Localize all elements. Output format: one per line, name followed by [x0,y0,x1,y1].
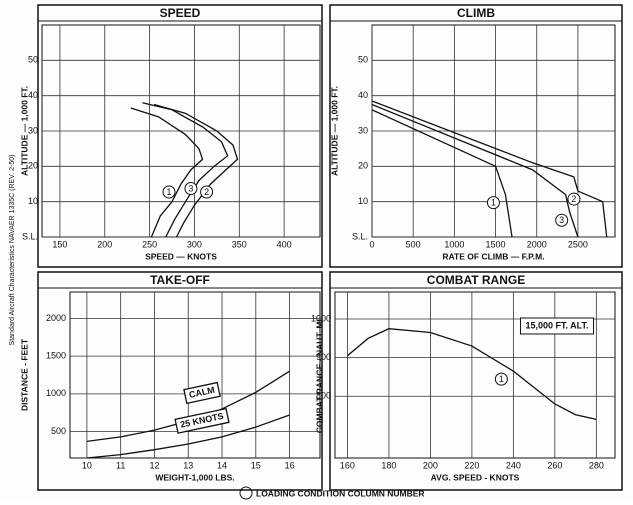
data-line [371,103,579,238]
x-axis-title: WEIGHT-1,000 LBS. [155,472,234,482]
y-tick-label: 900 [316,352,331,362]
y-tick-label: 20 [28,161,38,171]
x-tick-label: 0 [369,239,374,249]
series-tag-box [174,407,230,434]
x-tick-label: 280 [589,460,604,470]
series-tag: CALM [183,381,221,405]
x-tick-label: 2500 [568,239,588,249]
panel-frame [329,271,623,491]
x-tick-label: 16 [285,460,295,470]
x-tick-label: 260 [547,460,562,470]
series-marker [567,192,581,206]
chart-title: TAKE-OFF [150,273,210,287]
x-tick-label: 12 [149,460,159,470]
plot-area [69,291,321,459]
x-tick-label: 200 [97,239,112,249]
panel-frame [329,4,623,268]
data-line [371,100,608,238]
y-tick-label: 800 [316,391,331,401]
y-tick-label: 1000 [46,388,66,398]
x-tick-label: 220 [464,460,479,470]
x-tick-label: 14 [217,460,227,470]
x-tick-label: 10 [82,460,92,470]
legend-label: 3 [188,183,193,193]
plot-area [334,291,616,459]
y-tick-label: 40 [358,90,368,100]
y-tick-label: S.L. [22,231,38,241]
data-line [142,102,229,238]
y-tick-label: 1500 [46,351,66,361]
x-tick-label: 11 [116,460,125,470]
legend-label: 1 [499,374,504,384]
legend-label: 2 [204,187,209,197]
series-marker [555,213,569,227]
data-line [153,103,239,238]
y-tick-label: 10 [358,196,368,206]
legend-label: 1 [491,197,496,207]
chart-title: SPEED [160,6,201,20]
x-tick-label: 150 [52,239,67,249]
legend-label: 3 [559,215,564,225]
data-line [86,414,290,459]
side-note: Standard Aircraft Characteristics NAVAER… [9,155,16,346]
series-marker [184,181,198,195]
series-marker [494,372,508,386]
y-axis-title: ALTITUDE — 1,000 FT. [19,86,29,176]
x-tick-label: 1500 [486,239,506,249]
y-tick-label: 40 [28,90,38,100]
x-axis-title: RATE OF CLIMB — F.P.M. [442,251,544,261]
y-tick-label: 20 [358,161,368,171]
y-tick-label: 30 [28,125,38,135]
x-tick-label: 2000 [527,239,547,249]
y-axis-title: COMBAT RANGE - NAUT. MI. [314,317,324,433]
x-tick-label: 250 [142,239,157,249]
panel-frame [37,271,323,491]
legend-label: 1 [166,187,171,197]
series-tag-box [183,381,221,405]
x-tick-label: 300 [187,239,202,249]
y-tick-label: 30 [358,125,368,135]
y-tick-label: 500 [51,426,66,436]
x-tick-label: 240 [506,460,521,470]
x-tick-label: 1000 [444,239,464,249]
x-tick-label: 500 [406,239,421,249]
annotation-box [519,317,595,335]
x-tick-label: 350 [232,239,247,249]
x-tick-label: 400 [277,239,292,249]
series-tag: 25 KNOTS [174,407,230,434]
x-tick-label: 160 [340,460,355,470]
footer: LOADING CONDITION COLUMN NUMBER [256,488,425,498]
panel-frame [37,4,323,268]
y-tick-label: 50 [28,55,38,65]
annotation: 15,000 FT. ALT. [525,320,588,330]
data-line [347,328,597,421]
x-tick-label: 13 [183,460,193,470]
x-tick-label: 200 [423,460,438,470]
data-line [130,107,204,238]
data-line [371,109,513,238]
y-tick-label: 1000 [311,313,331,323]
x-tick-label: 180 [381,460,396,470]
series-marker [486,196,500,210]
annotation-group: 15,000 FT. ALT. [519,317,595,335]
series-marker [162,185,176,199]
chart-title: COMBAT RANGE [427,273,525,287]
x-tick-label: 15 [251,460,261,470]
y-axis-title: DISTANCE - FEET [19,338,29,411]
x-axis-title: AVG. SPEED - KNOTS [431,472,520,482]
chart-title: CLIMB [457,6,495,20]
series-marker [200,185,214,199]
x-axis-title: SPEED — KNOTS [145,251,217,261]
footer-circle [239,486,253,500]
legend-label: 2 [571,194,576,204]
y-axis-title: ALTITUDE — 1,000 FT. [329,86,339,176]
y-tick-label: S.L. [352,231,368,241]
y-tick-label: 10 [28,196,38,206]
y-tick-label: 2000 [46,313,66,323]
y-tick-label: 50 [358,55,368,65]
